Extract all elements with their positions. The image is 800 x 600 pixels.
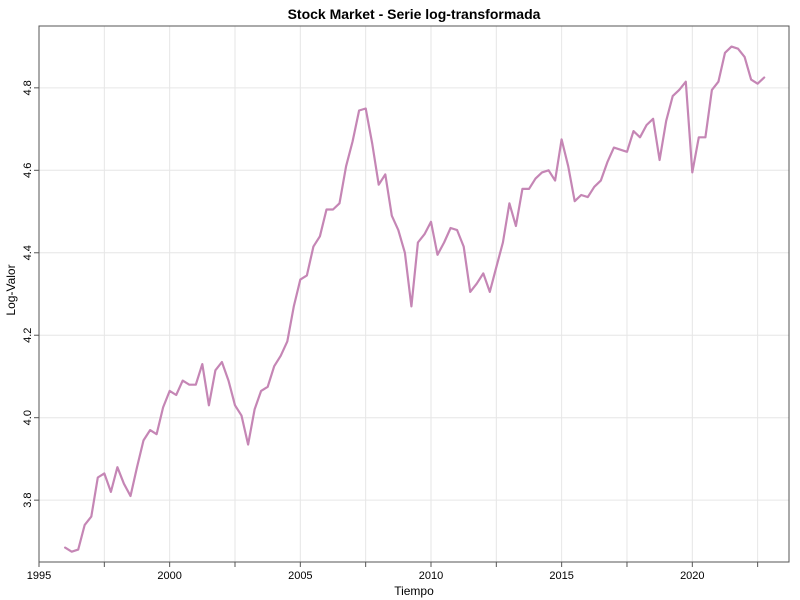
y-tick-label: 4.4 (22, 245, 34, 260)
series-layer (63, 45, 766, 553)
y-axis-label: Log-Valor (4, 264, 18, 315)
grid (38, 26, 789, 562)
y-tick-label: 4.0 (22, 410, 34, 425)
x-tick-label: 1995 (27, 570, 51, 582)
y-tick-label: 3.8 (22, 493, 34, 508)
y-tick-label: 4.2 (22, 328, 34, 343)
x-axis-label: Tiempo (394, 584, 434, 598)
y-axis: 3.8 4.0 4.2 4.4 4.6 4.8 (22, 80, 39, 508)
chart-title: Stock Market - Serie log-transformada (288, 6, 541, 22)
y-tick-label: 4.6 (22, 163, 34, 178)
series-line (63, 45, 766, 553)
x-tick-label: 2000 (157, 570, 181, 582)
x-tick-label: 2010 (419, 570, 443, 582)
plot-frame (38, 25, 790, 563)
x-tick-label: 2005 (288, 570, 312, 582)
y-tick-label: 4.8 (22, 80, 34, 95)
x-axis: 1995 2000 2005 2010 2015 2020 (27, 562, 759, 582)
x-tick-label: 2020 (680, 570, 704, 582)
x-tick-label: 2015 (549, 570, 573, 582)
